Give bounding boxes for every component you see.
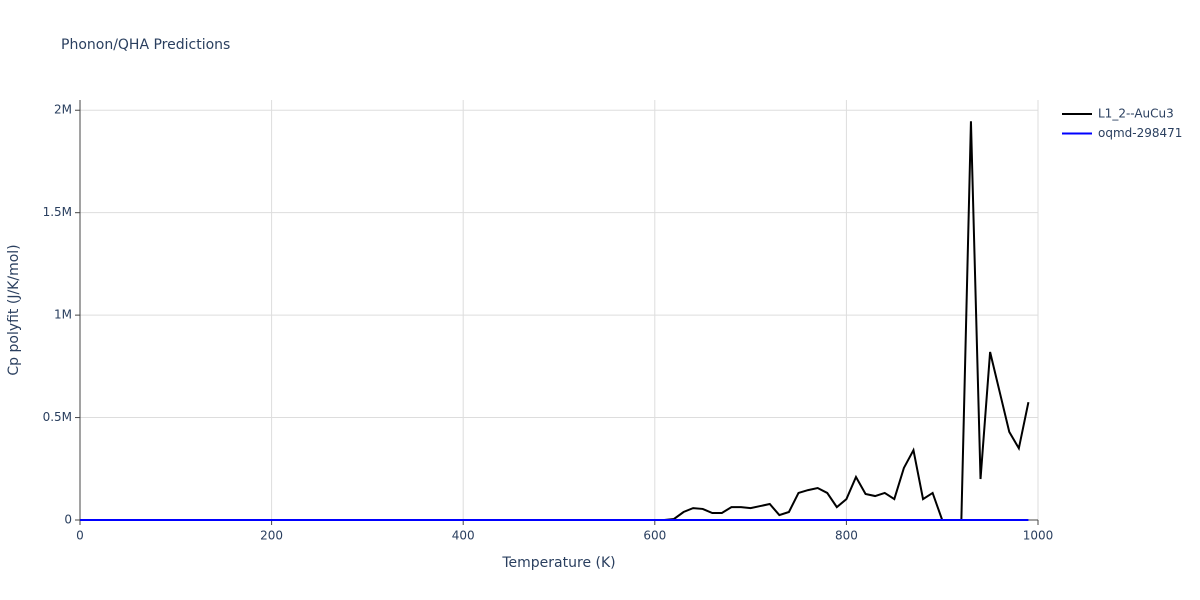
y-tick-label: 0.5M [43, 410, 72, 424]
legend-label: oqmd-298471 [1098, 126, 1182, 140]
line-series [80, 121, 1030, 521]
legend-label: L1_2--AuCu3 [1098, 107, 1174, 121]
x-tick-label: 1000 [1023, 529, 1054, 543]
chart-title: Phonon/QHA Predictions [61, 37, 230, 53]
y-tick-label: 1M [54, 308, 72, 322]
x-tick-label: 400 [452, 529, 475, 543]
x-tick-label: 800 [835, 529, 858, 543]
x-tick-label: 0 [76, 529, 84, 543]
x-axis-title: Temperature (K) [501, 555, 615, 571]
y-tick-label: 1.5M [43, 205, 72, 219]
y-axis-title: Cp polyfit (J/K/mol) [6, 244, 22, 375]
x-tick-label: 600 [643, 529, 666, 543]
y-tick-label: 0 [64, 513, 72, 527]
x-tick-label: 200 [260, 529, 283, 543]
y-tick-label: 2M [54, 103, 72, 117]
